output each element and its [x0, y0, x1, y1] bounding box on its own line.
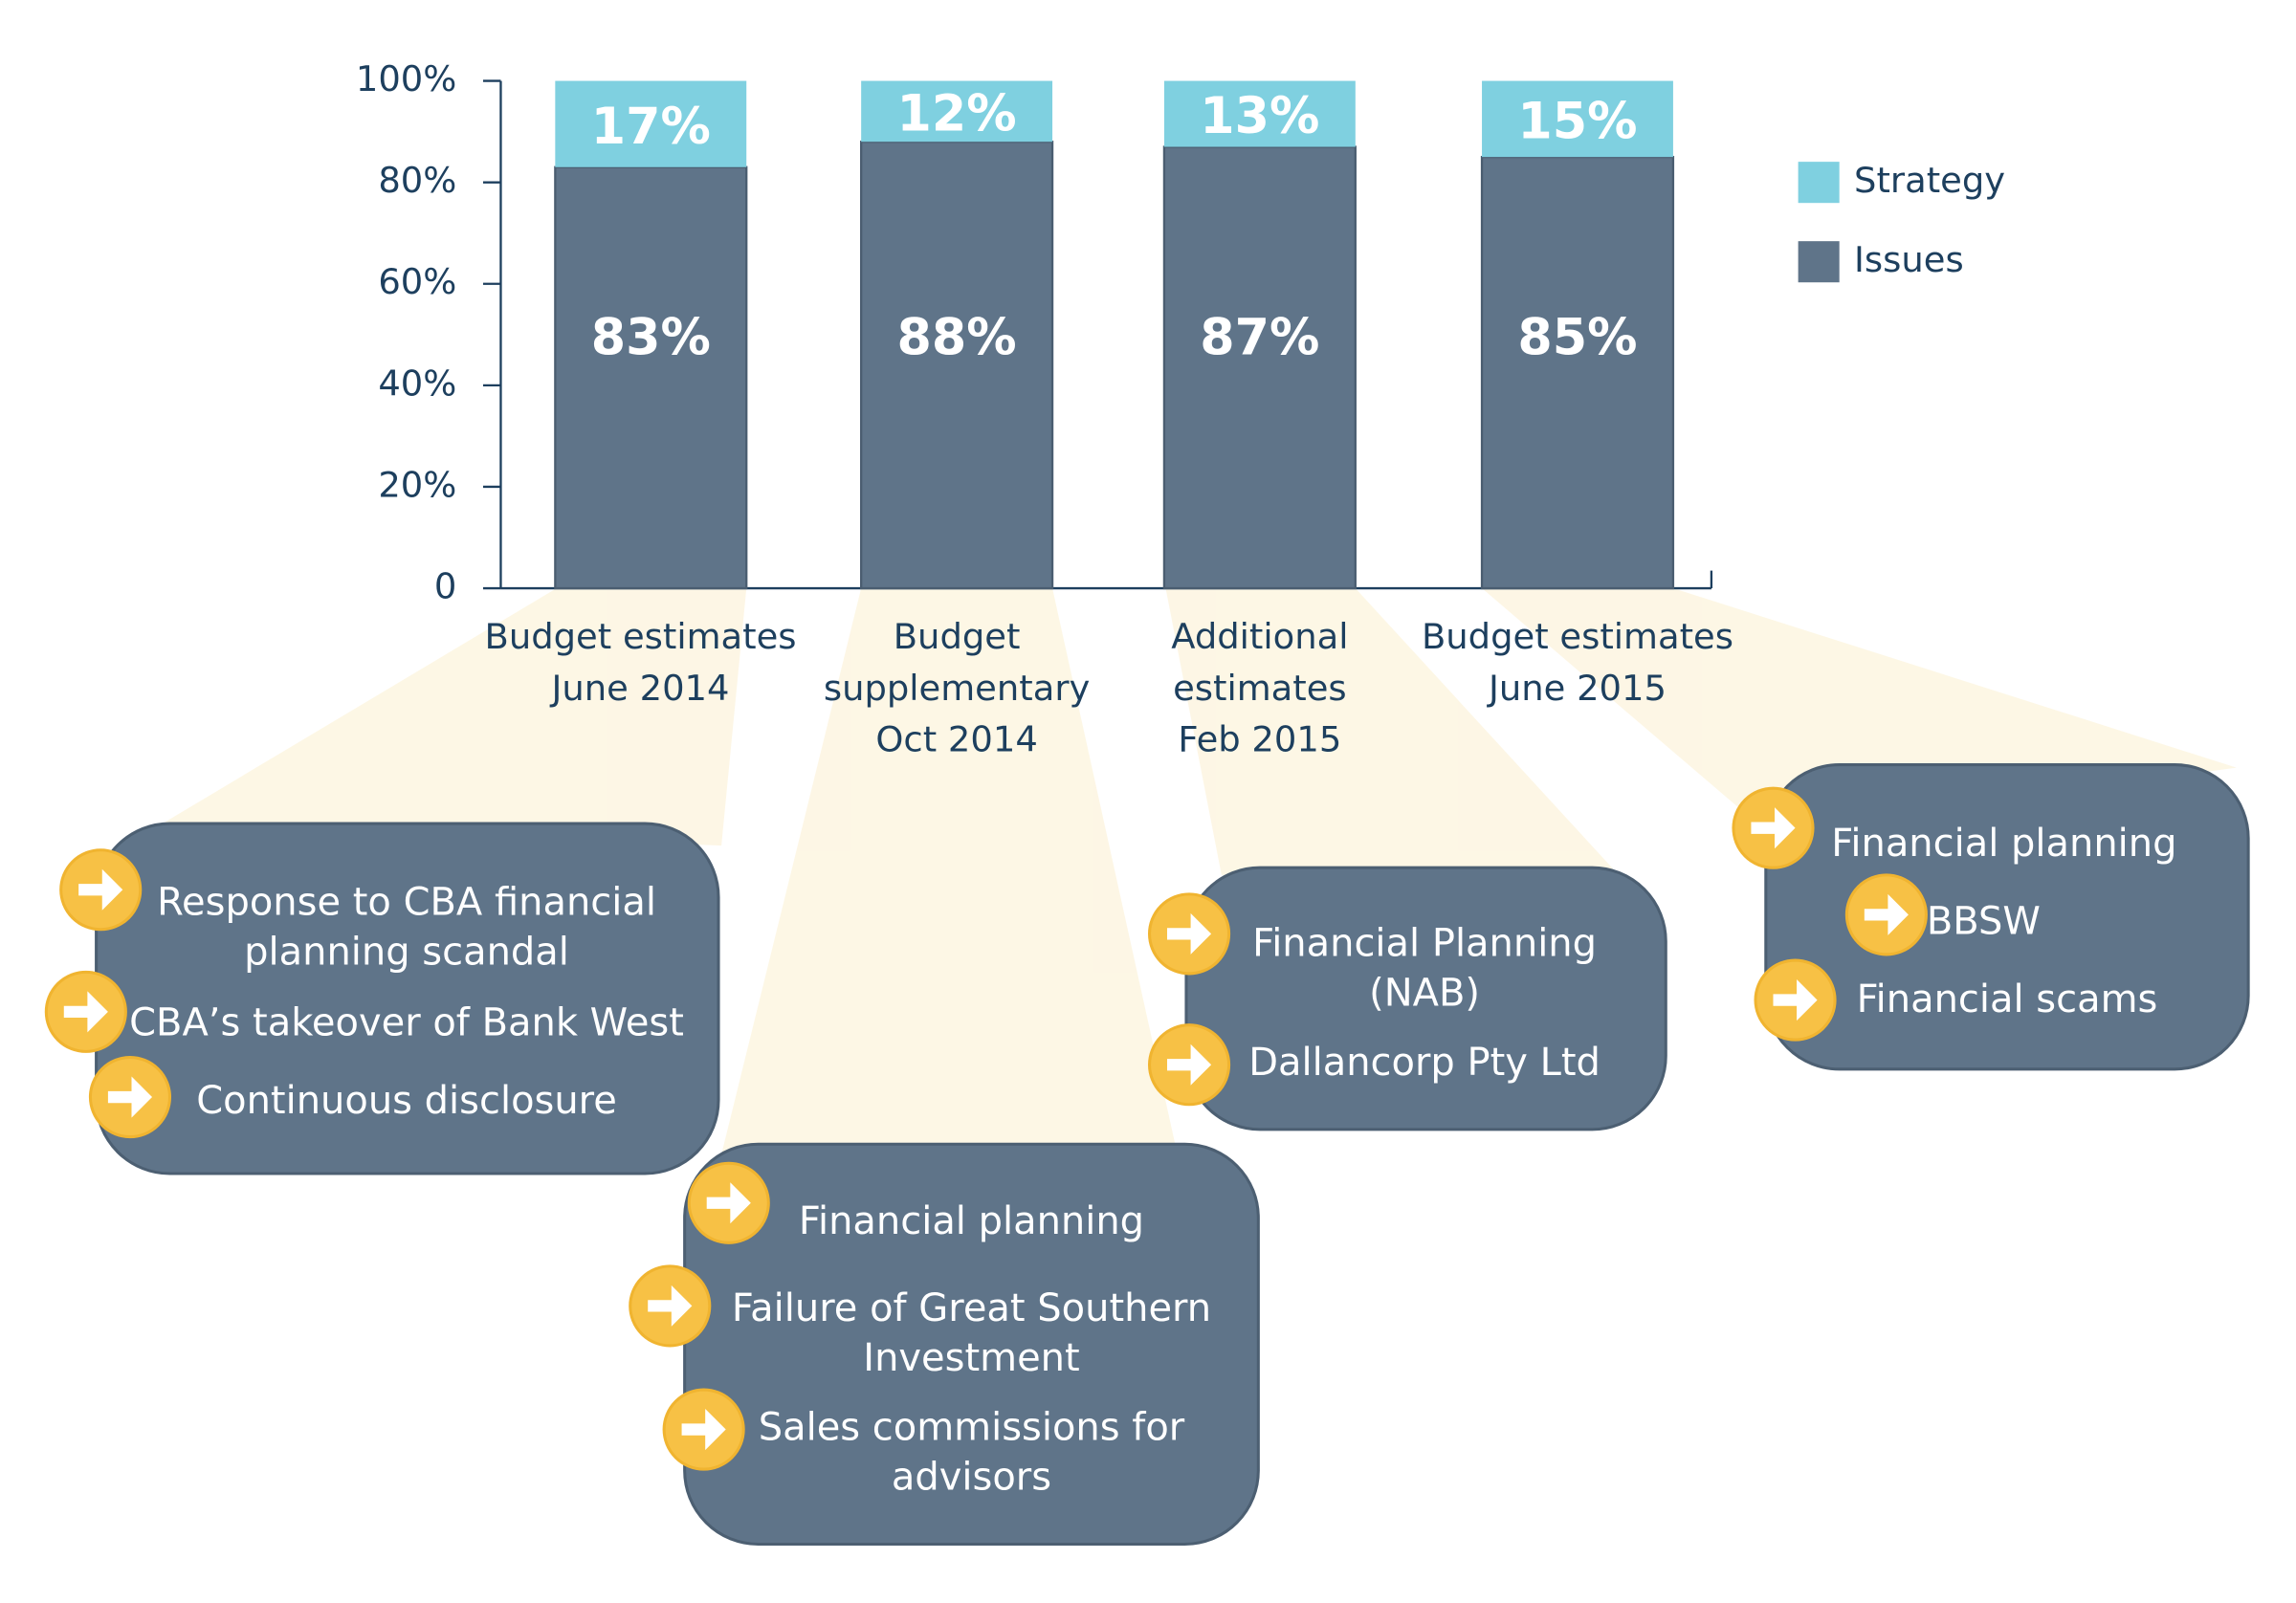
x-tick-label: Budget estimates June 2014: [485, 616, 797, 709]
arrow-icon: [107, 1076, 153, 1118]
y-tick-label: 20%: [378, 464, 456, 505]
y-tick-label: 60%: [378, 261, 456, 302]
value-label: 87%: [1200, 309, 1319, 367]
bar-segment: [554, 165, 748, 590]
callout-item: Financial Planning (NAB): [1252, 921, 1597, 1015]
bar-segment: [1480, 155, 1675, 590]
arrow-icon: [681, 1409, 726, 1451]
arrow-icon: [1166, 912, 1212, 955]
value-label: 13%: [1200, 87, 1319, 145]
callout-box: [1764, 763, 2250, 1071]
fan: [721, 588, 1178, 1155]
fan: [162, 588, 747, 846]
value-label: 17%: [591, 98, 711, 156]
legend-label: Strategy: [1854, 160, 2005, 201]
callout-boxes: [95, 763, 2250, 1547]
callout-item: Continuous disclosure: [196, 1079, 617, 1123]
value-label: 88%: [897, 309, 1017, 367]
value-label: 15%: [1517, 93, 1637, 151]
y-tick-label: 40%: [378, 362, 456, 404]
arrow-icon: [78, 868, 123, 911]
bar-segment: [860, 141, 1054, 590]
fan: [1165, 588, 1620, 875]
x-tick-label: Budget estimates June 2015: [1422, 616, 1733, 709]
bar-segment: [1482, 80, 1673, 158]
arrow-icon: [1773, 979, 1818, 1021]
callout-item: Response to CBA financial planning scanda…: [157, 880, 656, 974]
callout-box: [1184, 866, 1667, 1131]
x-tick-label: Budget supplementary Oct 2014: [824, 616, 1090, 760]
callout-item: Dallancorp Pty Ltd: [1248, 1041, 1601, 1085]
y-tick-label: 80%: [378, 160, 456, 201]
callout-item: Financial planning: [799, 1199, 1144, 1243]
legend-swatch: [1798, 241, 1840, 283]
bar-segment: [1162, 145, 1357, 590]
x-tick-label: Additional estimates Feb 2015: [1171, 616, 1348, 760]
arrow-icon: [63, 991, 108, 1033]
callout-item: Financial planning: [1831, 822, 2176, 866]
y-tick-label: 100%: [356, 58, 456, 99]
legend-swatch: [1798, 162, 1840, 204]
legend-label: Issues: [1854, 239, 1964, 280]
callout-item: Failure of Great Southern Investment: [732, 1286, 1211, 1380]
value-label: 83%: [591, 309, 711, 367]
value-label: 12%: [897, 85, 1017, 143]
arrow-icon: [1864, 893, 1909, 935]
bar-segment: [861, 80, 1053, 143]
bar-segment: [1163, 80, 1356, 147]
callout-item: Financial scams: [1857, 977, 2158, 1021]
callout-item: BBSW: [1927, 899, 2041, 943]
arrow-icon: [706, 1182, 751, 1224]
callout-item: CBA’s takeover of Bank West: [129, 1000, 684, 1044]
callout-item: Sales commissions for advisors: [759, 1405, 1185, 1499]
arrow-icon: [1751, 807, 1796, 849]
arrow-icon: [1166, 1043, 1212, 1086]
value-label: 85%: [1517, 309, 1637, 367]
y-tick-label: 0: [434, 566, 456, 607]
bar-segment: [555, 80, 747, 167]
arrow-icon: [648, 1285, 693, 1327]
